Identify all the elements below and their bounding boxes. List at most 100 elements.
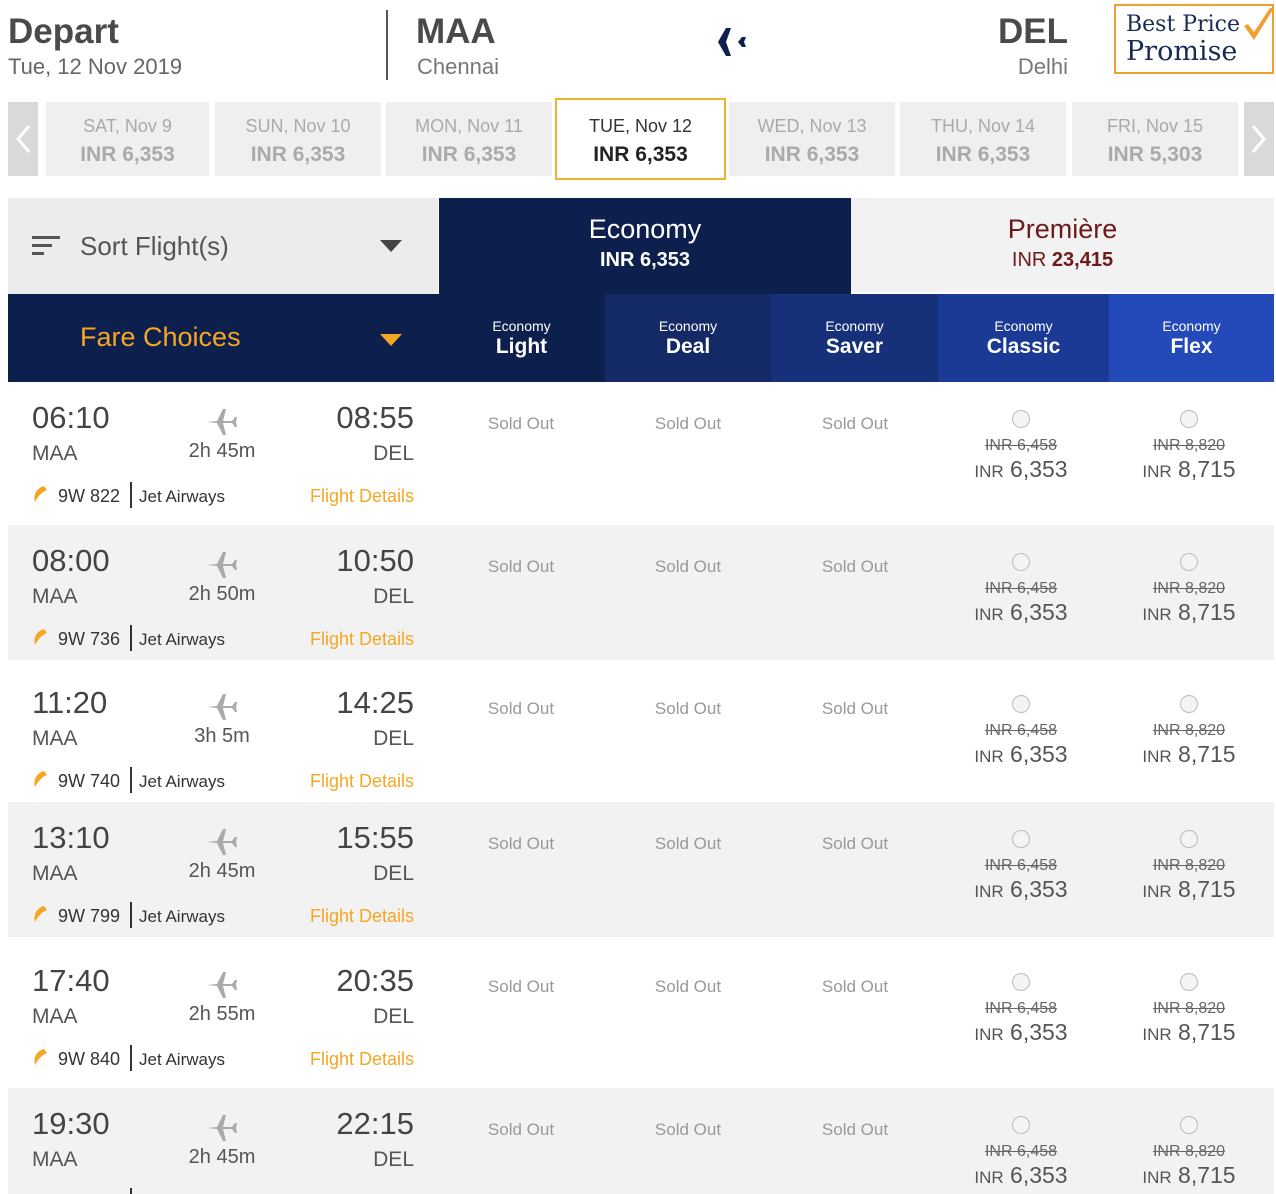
date-option[interactable]: SAT, Nov 9 INR 6,353 (46, 102, 209, 176)
currency: INR (1142, 747, 1172, 766)
fare-radio-classic[interactable] (1012, 695, 1030, 713)
fare-classic: INR 6,458 INR 6,353 (938, 553, 1104, 626)
date-price: INR 6,353 (764, 143, 860, 166)
airline-name: Jet Airways (139, 1050, 225, 1069)
tab-premiere[interactable]: Première INR 23,415 (851, 198, 1274, 292)
destination-city: Delhi (1017, 54, 1068, 79)
fare-flex: INR 8,820 INR 8,715 (1106, 553, 1272, 626)
date-option[interactable]: MON, Nov 11 INR 6,353 (386, 102, 552, 176)
plane-icon (207, 409, 237, 435)
current-price: INR 6,353 (938, 876, 1104, 903)
jet-airways-logo-icon (34, 486, 47, 502)
fare-flex: INR 8,820 INR 8,715 (1106, 830, 1272, 903)
tab-economy[interactable]: Economy INR 6,353 (439, 198, 851, 294)
currency: INR (974, 605, 1004, 624)
current-price: INR 8,715 (1106, 1019, 1272, 1046)
flight-details-link[interactable]: Flight Details (309, 771, 414, 791)
chevron-left-icon (16, 125, 31, 153)
sold-out-saver: Sold Out (821, 414, 889, 433)
caret-down-icon (380, 240, 402, 252)
origin-city: Chennai (417, 54, 499, 79)
date-option[interactable]: SUN, Nov 10 INR 6,353 (215, 102, 381, 176)
prev-dates-button[interactable] (8, 102, 38, 176)
fare-choices-label[interactable]: Fare Choices (80, 322, 241, 352)
fare-column-flex: Economy Flex (1109, 294, 1274, 382)
departure-time: 11:20 (32, 685, 108, 720)
sold-out-deal: Sold Out (654, 414, 722, 433)
amount: 8,715 (1178, 876, 1236, 902)
premiere-currency: INR (1011, 249, 1047, 271)
departure-time: 17:40 (32, 963, 110, 998)
flight-number: 9W 822 (58, 486, 121, 506)
fare-radio-classic[interactable] (1012, 973, 1030, 991)
fare-radio-flex[interactable] (1180, 553, 1198, 571)
currency: INR (974, 882, 1004, 901)
divider (130, 482, 132, 508)
fare-radio-flex[interactable] (1180, 1116, 1198, 1134)
arrival-airport: DEL (373, 1148, 414, 1171)
sold-out-light: Sold Out (487, 414, 555, 433)
departure-time: 08:00 (32, 543, 110, 578)
fare-radio-classic[interactable] (1012, 830, 1030, 848)
currency: INR (1142, 1025, 1172, 1044)
next-dates-button[interactable] (1244, 102, 1274, 176)
fare-radio-classic[interactable] (1012, 553, 1030, 571)
flight-details-link[interactable]: Flight Details (309, 629, 414, 649)
flight-details-link[interactable]: Flight Details (309, 906, 414, 926)
arrival-time: 20:35 (336, 963, 414, 998)
amount: 8,715 (1178, 741, 1236, 767)
airline-name: Jet Airways (139, 630, 225, 649)
fare-classic: INR 6,458 INR 6,353 (938, 973, 1104, 1046)
fare-radio-flex[interactable] (1180, 830, 1198, 848)
divider (130, 902, 132, 928)
fare-column-small: Economy (1162, 318, 1221, 334)
date-price: INR 6,353 (935, 143, 1031, 166)
amount: 8,715 (1178, 456, 1236, 482)
destination-code: DEL (998, 12, 1068, 51)
flight-details-link[interactable]: Flight Details (309, 486, 414, 506)
airline-name: Jet Airways (139, 487, 225, 506)
date-option[interactable]: THU, Nov 14 INR 6,353 (900, 102, 1066, 176)
checkmark-icon (1244, 8, 1274, 40)
arrival-airport: DEL (373, 727, 414, 750)
sort-dropdown[interactable]: Sort Flight(s) (8, 198, 438, 294)
fare-column-classic: Economy Classic (938, 294, 1109, 382)
fare-radio-classic[interactable] (1012, 410, 1030, 428)
old-price: INR 8,820 (1152, 722, 1226, 739)
sort-and-class-row: Sort Flight(s) Economy INR 6,353 Premièr… (8, 198, 1274, 294)
plane-icon (207, 829, 237, 855)
date-price: INR 6,353 (421, 143, 517, 166)
sold-out-light: Sold Out (487, 834, 555, 853)
flight-details-link[interactable]: Flight Details (309, 1049, 414, 1069)
old-price: INR 6,458 (984, 580, 1058, 597)
date-label: SAT, Nov 9 (83, 116, 172, 136)
departure-time: 06:10 (32, 400, 110, 435)
flight-number: 9W 840 (58, 1049, 121, 1069)
date-price: INR 6,353 (593, 143, 688, 166)
current-price: INR 6,353 (938, 1162, 1104, 1189)
date-option[interactable]: WED, Nov 13 INR 6,353 (729, 102, 895, 176)
arrival-time: 08:55 (336, 400, 414, 435)
fare-column-name: Flex (1170, 335, 1213, 358)
old-price: INR 6,458 (984, 857, 1058, 874)
best-price-promise-badge: Best Price Promise (1114, 4, 1274, 74)
old-price: INR 8,820 (1152, 857, 1226, 874)
flight-duration: 2h 45m (188, 1146, 256, 1168)
premiere-amount: 23,415 (1051, 249, 1114, 271)
fare-radio-flex[interactable] (1180, 973, 1198, 991)
fare-radio-flex[interactable] (1180, 695, 1198, 713)
date-option-selected[interactable]: TUE, Nov 12 INR 6,353 (555, 98, 726, 180)
sold-out-saver: Sold Out (821, 557, 889, 576)
flight-row: 19:30 MAA 2h 45m 22:15 DEL Sold Out Sold… (8, 1088, 1274, 1194)
departure-airport: MAA (32, 727, 78, 750)
caret-down-icon[interactable] (380, 334, 402, 346)
divider (130, 767, 132, 793)
old-price: INR 8,820 (1152, 1000, 1226, 1017)
flight-number: 9W 799 (58, 906, 121, 926)
departure-time: 13:10 (32, 820, 110, 855)
fare-radio-flex[interactable] (1180, 410, 1198, 428)
fare-radio-classic[interactable] (1012, 1116, 1030, 1134)
amount: 6,353 (1010, 599, 1068, 625)
flight-duration: 2h 45m (188, 440, 256, 462)
date-option[interactable]: FRI, Nov 15 INR 5,303 (1072, 102, 1238, 176)
